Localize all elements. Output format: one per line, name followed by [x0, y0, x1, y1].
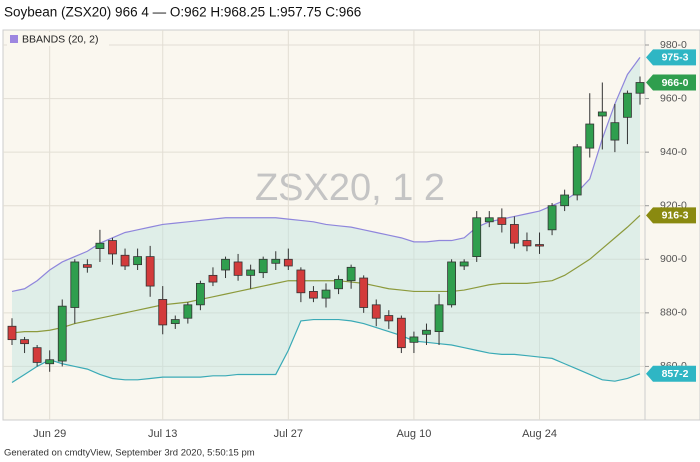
candle-body [82, 264, 92, 268]
candle-body [371, 304, 381, 319]
x-tick-label: Jul 27 [274, 428, 303, 440]
candle-body [296, 269, 306, 294]
price-badge-label: 857-2 [662, 368, 689, 380]
candle-body [57, 305, 67, 362]
candle-body [170, 319, 180, 324]
candle-body [409, 336, 419, 343]
candle-body [610, 122, 620, 141]
y-tick-label: 960-0 [660, 92, 687, 104]
plot-area [2, 29, 646, 421]
x-tick-label: Jun 29 [33, 428, 66, 440]
footer: Generated on cmdtyView, September 3rd 20… [4, 448, 255, 459]
candle-body [158, 299, 168, 326]
candle-body [233, 261, 243, 276]
y-tick-label: 900-0 [660, 253, 687, 265]
price-badge-label: 975-3 [662, 52, 689, 64]
candle-body [535, 244, 544, 247]
candle-body [635, 82, 645, 94]
legend [7, 32, 109, 46]
chart-title: Soybean (ZSX20) 966 4 — O:962 H:968.25 L… [4, 5, 361, 20]
candle-body [547, 205, 557, 231]
candle-body [20, 339, 29, 345]
watermark: ZSX20, 1 2 [255, 167, 445, 209]
candle-body [246, 269, 256, 276]
candle-body [384, 315, 394, 322]
y-tick-label: 940-0 [660, 146, 687, 158]
candle-body [283, 258, 293, 267]
candle-body [183, 304, 193, 319]
candle-body [70, 261, 80, 308]
candle-body [208, 274, 218, 283]
price-badge-label: 916-3 [662, 210, 689, 222]
candle-body [133, 256, 143, 266]
y-tick-label: 880-0 [660, 307, 687, 319]
candle-body [321, 289, 331, 299]
price-badge [646, 365, 696, 382]
price-badge-label: 966-0 [662, 77, 689, 89]
candle-body [7, 325, 17, 341]
band-line [11, 214, 641, 334]
candle-body [334, 278, 343, 290]
candle-body [572, 146, 582, 196]
candle-body [472, 217, 482, 258]
candle-body [459, 261, 469, 267]
candle-body [359, 277, 369, 308]
candle-body [258, 258, 268, 274]
candle-body [45, 359, 55, 365]
candle-body [346, 266, 356, 282]
candle-body [484, 217, 494, 223]
legend-swatch [10, 35, 18, 43]
candle-body [560, 194, 570, 207]
candle-body [585, 123, 595, 149]
candle-body [623, 92, 632, 118]
y-tick-label: 980-0 [660, 39, 687, 51]
candle-body [195, 282, 205, 306]
candle-body [597, 111, 607, 117]
band-fill [12, 57, 640, 383]
band-line [11, 57, 641, 293]
x-tick-label: Aug 10 [396, 428, 431, 440]
candle-body [422, 329, 431, 335]
candle-body [221, 258, 230, 271]
price-badge [646, 49, 696, 66]
x-tick-label: Aug 24 [522, 428, 557, 440]
band-line [11, 318, 641, 384]
candle-body [120, 254, 130, 267]
candle-body [509, 224, 519, 244]
candle-body [32, 347, 42, 363]
price-badge [646, 74, 696, 91]
candle-body [396, 317, 406, 349]
price-badge [646, 207, 696, 224]
candle-body [145, 256, 155, 287]
candle-body [447, 261, 457, 306]
candle-body [309, 291, 318, 299]
candle-body [108, 240, 117, 255]
price-axis [644, 29, 700, 421]
candle-body [95, 242, 105, 249]
candle-body [434, 304, 444, 333]
legend-label: BBANDS (20, 2) [22, 33, 98, 45]
x-tick-label: Jul 13 [148, 428, 177, 440]
candle-body [497, 217, 507, 225]
candle-body [522, 240, 532, 247]
candle-body [271, 258, 281, 264]
